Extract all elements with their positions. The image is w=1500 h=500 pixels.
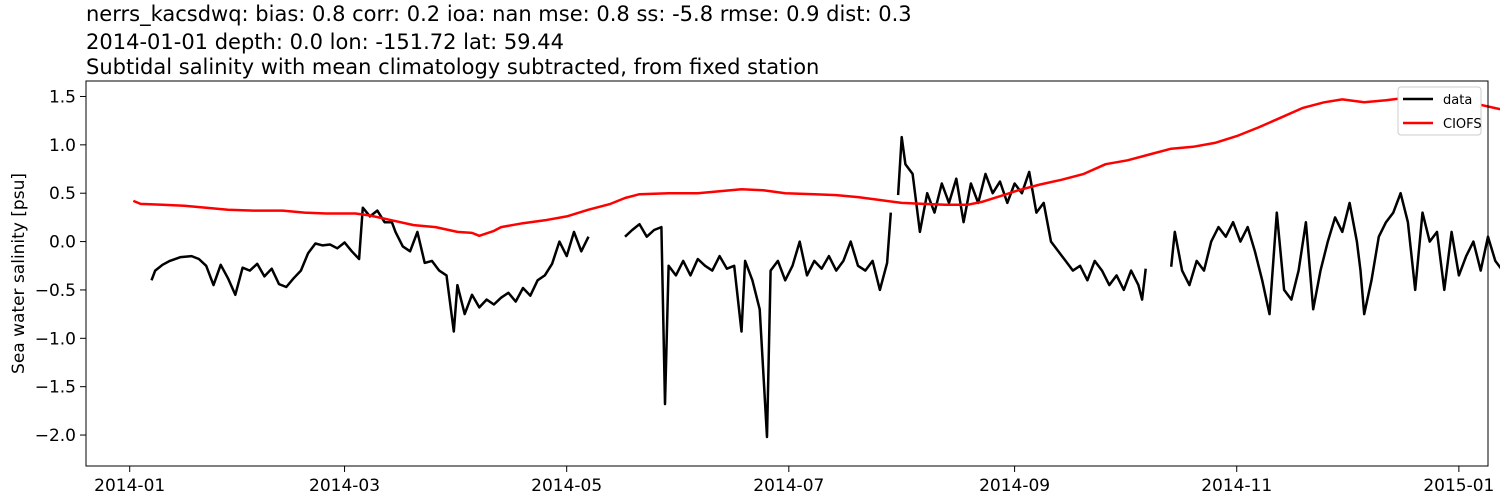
plot-frame	[85, 80, 1489, 467]
y-tick-label: −0.5	[35, 281, 76, 301]
chart-title-description: Subtidal salinity with mean climatology …	[86, 55, 820, 79]
legend-label-data: data	[1443, 93, 1472, 108]
y-tick-label: 0.5	[49, 184, 76, 204]
series-data-line-3	[1169, 191, 1500, 316]
x-tick-label: 2014-01	[94, 476, 165, 496]
series-data-line-2	[896, 135, 1147, 301]
x-tick-label: 2014-03	[309, 476, 380, 496]
x-tick-label: 2014-11	[1201, 476, 1272, 496]
chart-title-station: 2014-01-01 depth: 0.0 lon: -151.72 lat: …	[86, 30, 564, 54]
y-tick-label: −1.0	[35, 329, 76, 349]
series-data-line-0	[150, 206, 590, 333]
y-tick-label: −1.5	[35, 378, 76, 398]
series-data-line-1	[624, 212, 893, 439]
legend-label-ciofs: CIOFS	[1443, 117, 1482, 132]
y-axis-label: Sea water salinity [psu]	[9, 173, 29, 374]
x-tick-label: 2015-01	[1423, 476, 1494, 496]
x-tick-label: 2014-05	[531, 476, 602, 496]
series-ciofs-line-0	[132, 96, 1500, 238]
y-tick-label: −2.0	[35, 426, 76, 446]
x-tick-label: 2014-07	[753, 476, 824, 496]
chart-title-metrics: nerrs_kacsdwq: bias: 0.8 corr: 0.2 ioa: …	[86, 2, 912, 26]
legend: data CIOFS	[1397, 86, 1482, 136]
y-tick-label: 0.0	[49, 233, 76, 253]
y-tick-label: 1.0	[49, 136, 76, 156]
y-tick-label: 1.5	[49, 87, 76, 107]
x-tick-label: 2014-09	[979, 476, 1050, 496]
